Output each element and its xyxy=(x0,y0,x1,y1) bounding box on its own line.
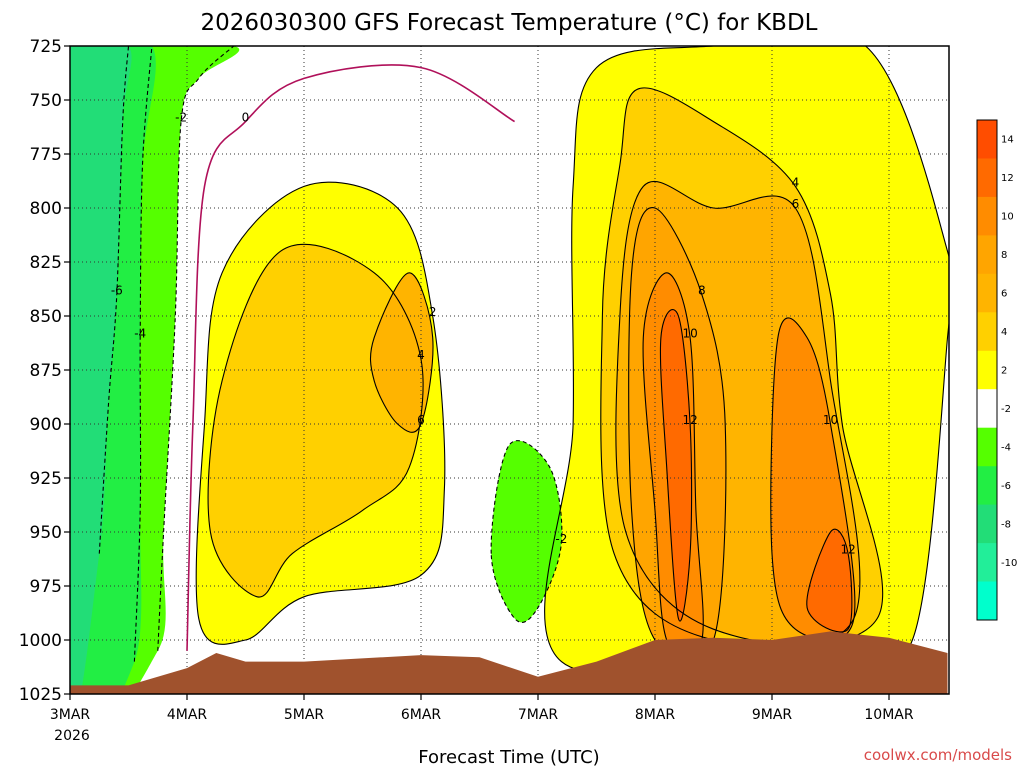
temp-band-12-warm-9 xyxy=(660,309,692,622)
colorbar-label-5: 4 xyxy=(1001,327,1007,338)
temp-band-6-cold-2 xyxy=(70,46,132,694)
contour-label-2: -2 xyxy=(175,111,187,125)
x-tick-label-4MAR: 4MAR xyxy=(167,707,208,723)
contour-label-10: 6 xyxy=(792,197,800,211)
colorbar-label-10: -8 xyxy=(1001,519,1011,530)
contour-label-14: 10 xyxy=(823,413,838,427)
colorbar-swatch-3 xyxy=(977,235,997,275)
contour-label-11: 8 xyxy=(698,283,706,297)
y-tick-label-975: 975 xyxy=(30,577,62,597)
colorbar-label-1: 12 xyxy=(1001,173,1014,184)
y-tick-label-875: 875 xyxy=(30,361,62,381)
contour-label-6: 6 xyxy=(417,413,425,427)
y-tick-label-1000: 1000 xyxy=(19,631,62,651)
contour-line-4 xyxy=(195,181,446,645)
colorbar-label-3: 8 xyxy=(1001,250,1007,261)
contour-line-6 xyxy=(369,272,434,433)
credit-text: coolwx.com/models xyxy=(864,746,1012,764)
contour-label-8: 2 xyxy=(862,35,870,49)
contour-label-1: -4 xyxy=(134,327,146,341)
x-tick-label-8MAR: 8MAR xyxy=(635,707,676,723)
contour-label-9: 4 xyxy=(792,175,800,189)
x-axis-year-label: 2026 xyxy=(54,728,90,744)
contour-line-1 xyxy=(133,46,153,662)
colorbar-label-2: 10 xyxy=(1001,212,1014,223)
contour-label-13: 12 xyxy=(682,413,697,427)
colorbar-swatch-2 xyxy=(977,196,997,236)
x-axis: 3MAR 4MAR 5MAR 6MAR 7MAR 8MAR 9MAR 10MAR xyxy=(50,694,914,723)
colorbar: 14 12 10 8 6 4 2 -2 -4 -6 -8 -10 xyxy=(976,119,1017,621)
colorbar-swatch-9 xyxy=(977,466,997,506)
terrain-surface xyxy=(70,631,948,694)
temp-band-4-warm-2 xyxy=(208,244,424,598)
contour-line-13 xyxy=(659,309,693,622)
colorbar-label-4: 6 xyxy=(1001,289,1007,300)
colorbar-swatch-10 xyxy=(977,504,997,544)
x-tick-label-7MAR: 7MAR xyxy=(518,707,559,723)
y-axis: 725 750 775 800 825 850 875 900 925 950 975 1000 102… xyxy=(19,37,70,705)
y-tick-label-900: 900 xyxy=(30,415,62,435)
colorbar-swatch-4 xyxy=(977,273,997,313)
y-tick-label-750: 750 xyxy=(30,91,62,111)
x-tick-label-3MAR: 3MAR xyxy=(50,707,91,723)
y-tick-label-950: 950 xyxy=(30,523,62,543)
temp-band-6-warm-4 xyxy=(370,272,433,433)
x-tick-label-9MAR: 9MAR xyxy=(752,707,793,723)
contour-label-0: -6 xyxy=(111,283,123,297)
y-tick-label-800: 800 xyxy=(30,199,62,219)
colorbar-swatch-12 xyxy=(977,581,997,621)
plot-area: -6 -4 -2 0 2 4 6 -2 2 4 6 8 10 12 10 12 xyxy=(70,35,949,694)
colorbar-label-0: 14 xyxy=(1001,135,1014,146)
y-tick-label-775: 775 xyxy=(30,145,62,165)
colorbar-frame xyxy=(976,119,998,621)
contour-line-2 xyxy=(157,46,235,651)
x-tick-label-10MAR: 10MAR xyxy=(864,707,913,723)
colorbar-swatch-0 xyxy=(977,120,997,159)
colorbar-swatch-1 xyxy=(977,158,997,198)
x-tick-label-6MAR: 6MAR xyxy=(401,707,442,723)
temp-band-12-warm-10 xyxy=(806,529,852,632)
contour-label-12: 10 xyxy=(682,327,697,341)
contour-label-5: 4 xyxy=(417,348,425,362)
colorbar-swatch-6 xyxy=(977,350,997,390)
contour-line-3 xyxy=(186,64,516,651)
contour-line-14 xyxy=(770,317,856,642)
colorbar-swatch-11 xyxy=(977,543,997,583)
contour-label-15: 12 xyxy=(840,543,855,557)
colorbar-label-6: 2 xyxy=(1001,366,1007,377)
x-axis-title: Forecast Time (UTC) xyxy=(418,747,599,768)
x-tick-label-5MAR: 5MAR xyxy=(284,707,325,723)
colorbar-swatch-5 xyxy=(977,312,997,352)
colorbar-label-8: -4 xyxy=(1001,442,1011,453)
contour-label-7: -2 xyxy=(555,532,567,546)
contour-line-0 xyxy=(98,46,130,554)
contour-line-15 xyxy=(806,528,853,633)
y-tick-label-725: 725 xyxy=(30,37,62,57)
contour-label-4: 2 xyxy=(429,305,437,319)
colorbar-swatch-7 xyxy=(977,389,997,429)
chart-title: 2026030300 GFS Forecast Temperature (°C)… xyxy=(201,10,818,36)
contour-line-7 xyxy=(490,440,563,623)
contour-line-5 xyxy=(207,243,424,598)
grid-lines xyxy=(70,46,949,694)
colorbar-label-11: -10 xyxy=(1001,558,1017,569)
temperature-bands xyxy=(70,46,949,694)
y-tick-label-850: 850 xyxy=(30,307,62,327)
colorbar-label-9: -6 xyxy=(1001,481,1011,492)
colorbar-label-7: -2 xyxy=(1001,404,1011,415)
y-tick-label-925: 925 xyxy=(30,469,62,489)
y-tick-label-825: 825 xyxy=(30,253,62,273)
y-tick-label-1025: 1025 xyxy=(19,685,62,705)
colorbar-swatch-8 xyxy=(977,427,997,467)
contour-label-3: 0 xyxy=(242,111,250,125)
